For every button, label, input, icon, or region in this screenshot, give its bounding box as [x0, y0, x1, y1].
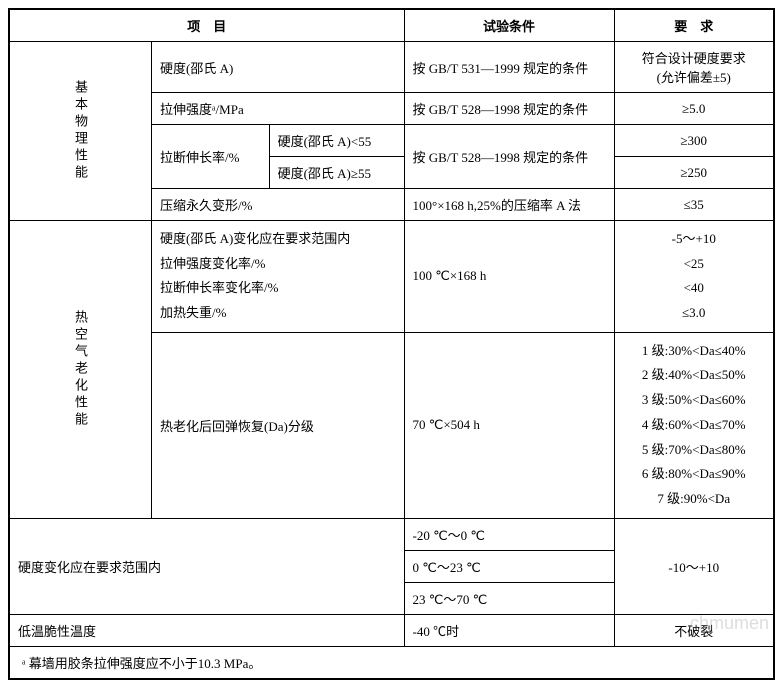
- aging-b1-l4: 加热失重/%: [160, 301, 396, 326]
- row-elong-sub1: 硬度(邵氏 A)<55: [269, 125, 404, 157]
- hardchange-c1: -20 ℃～0 ℃: [404, 518, 614, 550]
- grade-3: 3 级:50%<Da≤60%: [623, 388, 766, 413]
- section-basic-title: 基本物理性能: [9, 42, 152, 221]
- grade-7: 7 级:90%<Da: [623, 487, 766, 512]
- row-comp-label: 压缩永久变形/%: [152, 189, 405, 221]
- row-comp-cond: 100°×168 h,25%的压缩率 A 法: [404, 189, 614, 221]
- row-hardness-cond: 按 GB/T 531—1999 规定的条件: [404, 42, 614, 93]
- aging-b1-r4: ≤3.0: [623, 301, 766, 326]
- row-hardness-req: 符合设计硬度要求 (允许偏差±5): [614, 42, 774, 93]
- row-comp-req: ≤35: [614, 189, 774, 221]
- hardchange-c2: 0 ℃～23 ℃: [404, 550, 614, 582]
- aging-b1-r3: <40: [623, 276, 766, 301]
- footnote: ᵃ 幕墙用胶条拉伸强度应不小于10.3 MPa。: [9, 646, 774, 679]
- aging-b1-l1: 硬度(邵氏 A)变化应在要求范围内: [160, 227, 396, 252]
- aging-block1-reqs: -5～+10 <25 <40 ≤3.0: [614, 221, 774, 333]
- row-tensile-label: 拉伸强度ᵃ/MPa: [152, 93, 405, 125]
- header-requirement: 要 求: [614, 9, 774, 42]
- aging-block1-cond: 100 ℃×168 h: [404, 221, 614, 333]
- section-aging-title: 热空气老化性能: [9, 221, 152, 519]
- row-elong-req1: ≥300: [614, 125, 774, 157]
- aging-block2-label: 热老化后回弹恢复(Da)分级: [152, 332, 405, 518]
- row-tensile-req: ≥5.0: [614, 93, 774, 125]
- hardchange-req: -10～+10: [614, 518, 774, 614]
- grade-5: 5 级:70%<Da≤80%: [623, 438, 766, 463]
- row-hardness-label: 硬度(邵氏 A): [152, 42, 405, 93]
- grade-1: 1 级:30%<Da≤40%: [623, 339, 766, 364]
- grade-2: 2 级:40%<Da≤50%: [623, 363, 766, 388]
- row-elong-cond: 按 GB/T 528—1998 规定的条件: [404, 125, 614, 189]
- hardchange-c3: 23 ℃～70 ℃: [404, 582, 614, 614]
- brittle-label: 低温脆性温度: [9, 614, 404, 646]
- aging-block2-grades: 1 级:30%<Da≤40% 2 级:40%<Da≤50% 3 级:50%<Da…: [614, 332, 774, 518]
- aging-b1-r1: -5～+10: [623, 227, 766, 252]
- header-item: 项 目: [9, 9, 404, 42]
- brittle-req: 不破裂: [614, 614, 774, 646]
- row-elong-req2: ≥250: [614, 157, 774, 189]
- grade-6: 6 级:80%<Da≤90%: [623, 462, 766, 487]
- grade-4: 4 级:60%<Da≤70%: [623, 413, 766, 438]
- aging-b1-l3: 拉断伸长率变化率/%: [160, 276, 396, 301]
- row-elong-label: 拉断伸长率/%: [152, 125, 270, 189]
- aging-block2-cond: 70 ℃×504 h: [404, 332, 614, 518]
- aging-b1-r2: <25: [623, 252, 766, 277]
- aging-b1-l2: 拉伸强度变化率/%: [160, 252, 396, 277]
- spec-table: 项 目 试验条件 要 求 基本物理性能 硬度(邵氏 A) 按 GB/T 531—…: [8, 8, 775, 680]
- row-tensile-cond: 按 GB/T 528—1998 规定的条件: [404, 93, 614, 125]
- row-elong-sub2: 硬度(邵氏 A)≥55: [269, 157, 404, 189]
- aging-block1-labels: 硬度(邵氏 A)变化应在要求范围内 拉伸强度变化率/% 拉断伸长率变化率/% 加…: [152, 221, 405, 333]
- header-condition: 试验条件: [404, 9, 614, 42]
- hardchange-label: 硬度变化应在要求范围内: [9, 518, 404, 614]
- brittle-cond: -40 ℃时: [404, 614, 614, 646]
